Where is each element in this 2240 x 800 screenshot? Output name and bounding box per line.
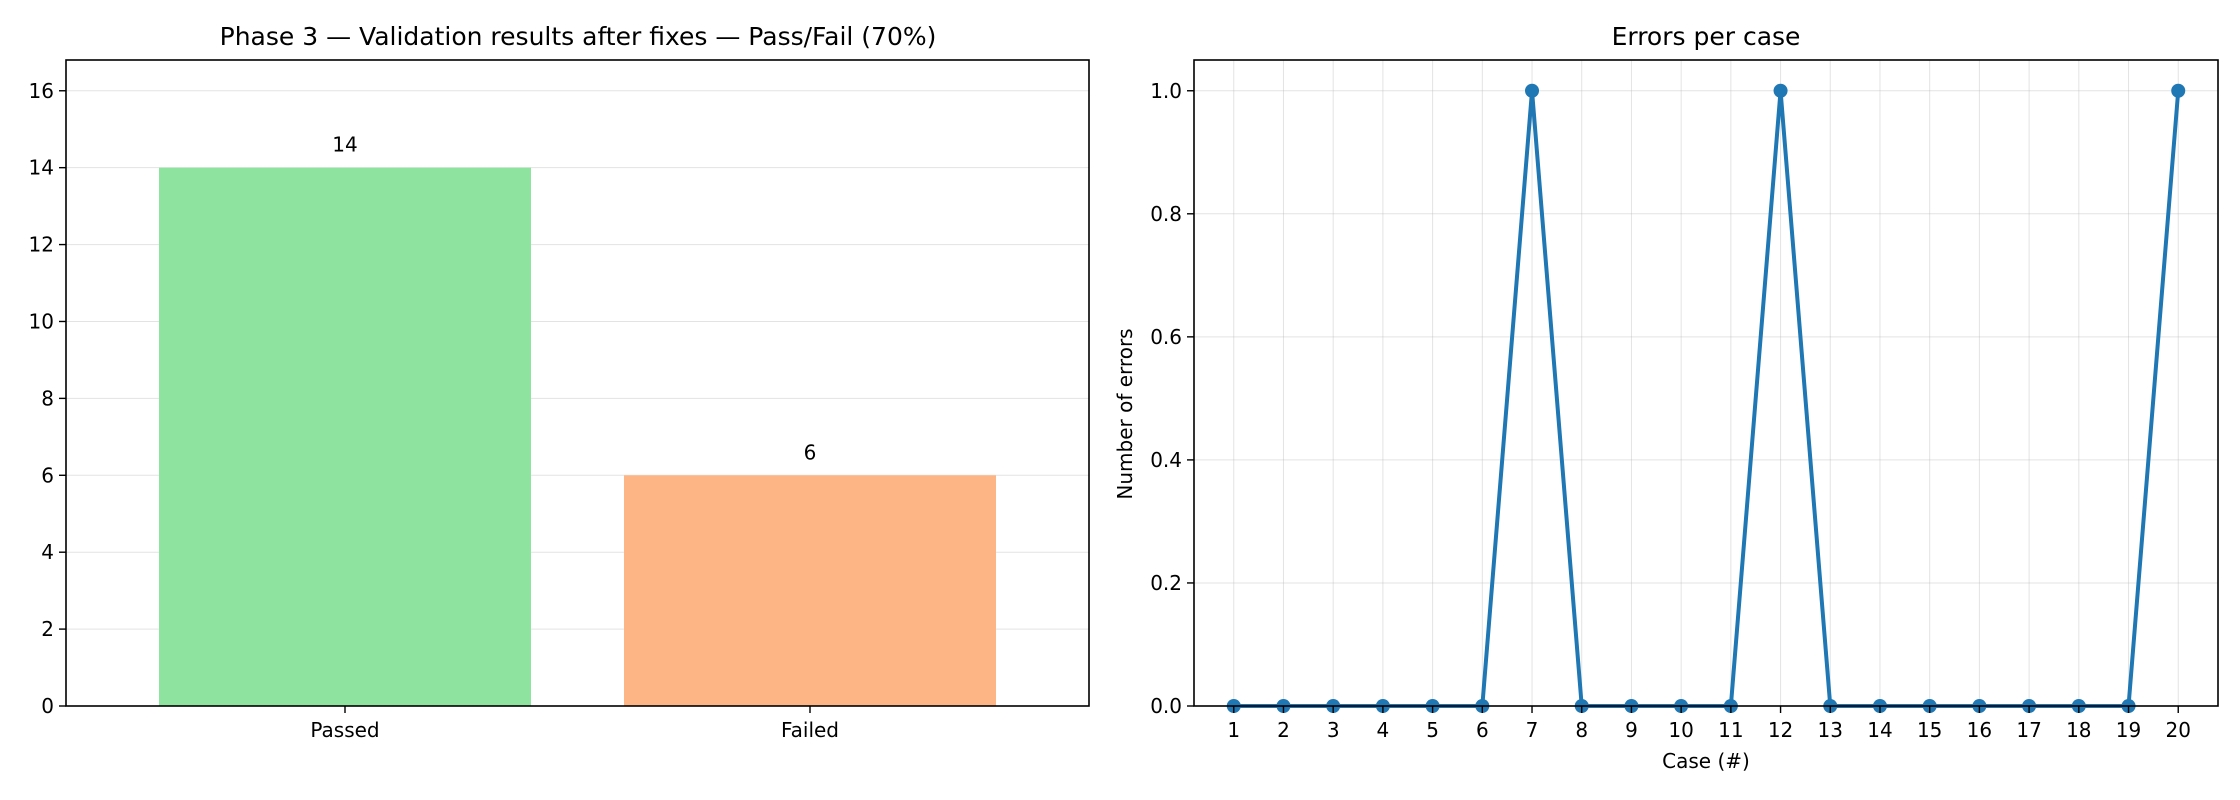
bar-passed <box>159 167 531 706</box>
y-tick-label: 2 <box>41 617 54 641</box>
x-tick-label: Passed <box>310 718 379 742</box>
x-tick-label: 8 <box>1575 718 1588 742</box>
bar-data-label: 6 <box>804 440 817 464</box>
line-chart-x-ticks: 1 2 3 4 5 6 7 8 9 10 11 12 13 14 15 16 17 18 19 20 <box>1227 706 2191 742</box>
data-point <box>1525 83 1540 98</box>
x-tick-label: 6 <box>1476 718 1489 742</box>
bar-chart-title: Phase 3 — Validation results after fixes… <box>220 22 937 51</box>
line-chart-title: Errors per case <box>1612 22 1801 51</box>
x-tick-label: 18 <box>2066 718 2091 742</box>
line-chart-gridlines <box>1194 60 2218 707</box>
y-tick-label: 4 <box>41 540 54 564</box>
x-tick-label: 14 <box>1867 718 1892 742</box>
x-tick-label: 16 <box>1967 718 1992 742</box>
line-chart-x-axis-label: Case (#) <box>1662 749 1750 773</box>
x-tick-label: 15 <box>1917 718 1942 742</box>
x-tick-label: 13 <box>1818 718 1843 742</box>
bar-failed <box>624 475 996 706</box>
bar-chart-data-labels: 14 6 <box>332 133 816 465</box>
line-chart-frame <box>1193 59 2219 707</box>
y-tick-label: 8 <box>41 386 54 410</box>
bar-chart-frame <box>65 59 1090 707</box>
data-point <box>2171 83 2186 98</box>
x-tick-label: 10 <box>1668 718 1693 742</box>
x-tick-label: 9 <box>1625 718 1638 742</box>
bar-data-label: 14 <box>332 133 357 157</box>
x-tick-label: 2 <box>1277 718 1290 742</box>
y-tick-label: 0.6 <box>1150 325 1182 349</box>
y-tick-label: 10 <box>29 309 54 333</box>
y-tick-label: 0.4 <box>1150 448 1182 472</box>
bar-chart-y-ticks: 0 2 4 6 8 10 12 14 16 <box>29 79 66 718</box>
x-tick-label: 1 <box>1227 718 1240 742</box>
x-tick-label: 19 <box>2116 718 2141 742</box>
data-point <box>1773 83 1788 98</box>
x-tick-label: 11 <box>1718 718 1743 742</box>
y-tick-label: 14 <box>29 156 54 180</box>
errors-series-points <box>1226 83 2186 713</box>
x-tick-label: 3 <box>1327 718 1340 742</box>
bar-chart-x-ticks: Passed Failed <box>310 706 839 742</box>
x-tick-label: 4 <box>1377 718 1390 742</box>
y-tick-label: 6 <box>41 463 54 487</box>
y-tick-label: 1.0 <box>1150 79 1182 103</box>
y-tick-label: 12 <box>29 233 54 257</box>
x-tick-label: 20 <box>2166 718 2191 742</box>
x-tick-label: 5 <box>1426 718 1439 742</box>
y-tick-label: 0.0 <box>1150 694 1182 718</box>
errors-series-line <box>1233 88 2181 708</box>
y-tick-label: 0.2 <box>1150 571 1182 595</box>
y-tick-label: 16 <box>29 79 54 103</box>
line-chart-y-axis-label: Number of errors <box>1113 328 1137 499</box>
x-tick-label: 17 <box>2016 718 2041 742</box>
pass-fail-bar-chart: Phase 3 — Validation results after fixes… <box>29 22 1090 742</box>
y-tick-label: 0.8 <box>1150 202 1182 226</box>
x-tick-label: 12 <box>1768 718 1793 742</box>
y-tick-label: 0 <box>41 694 54 718</box>
bar-chart-bars <box>159 167 996 706</box>
x-tick-label: 7 <box>1526 718 1539 742</box>
line-chart-y-ticks: 0.0 0.2 0.4 0.6 0.8 1.0 <box>1150 79 1194 718</box>
x-tick-label: Failed <box>781 718 839 742</box>
